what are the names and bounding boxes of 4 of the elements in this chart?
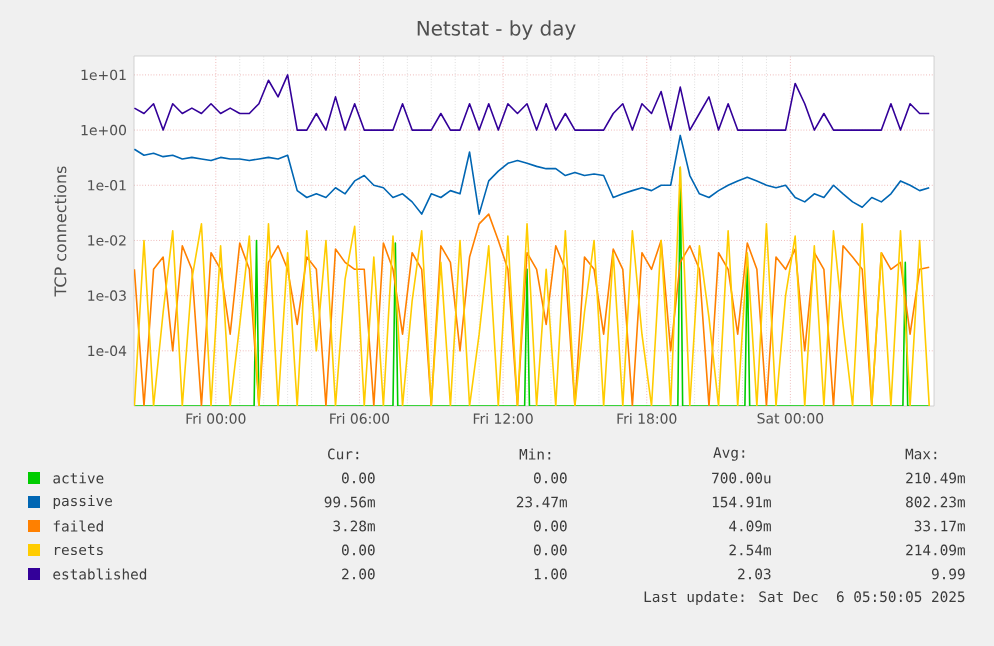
- line-series: [134, 134, 931, 215]
- line-series: [134, 166, 931, 406]
- chart-title: Netstat - by day: [417, 20, 576, 40]
- line-series: [134, 213, 931, 406]
